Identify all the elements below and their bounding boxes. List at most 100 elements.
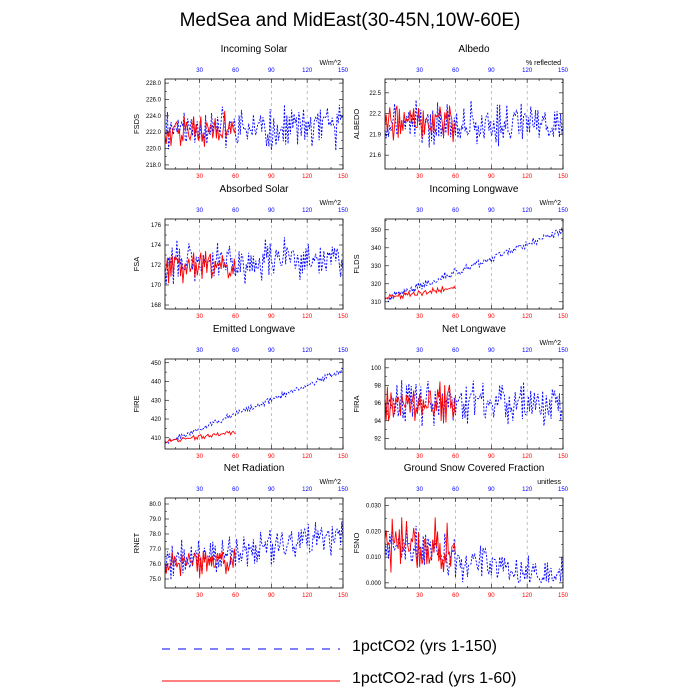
series-albedo-1pctco2: [384, 100, 564, 148]
xtick-label-top-fira-90: 90: [488, 348, 495, 354]
xtick-label-bottom-fsa-120: 120: [302, 314, 313, 320]
panel-fire: Emitted Longwave FIRE 30 30 60 60 90 90 120 120 15…: [132, 324, 349, 460]
panel-title-flds: Incoming Longwave: [430, 184, 519, 195]
xtick-label-top-fsds-90: 90: [268, 68, 275, 74]
series-albedo-1pctco2-rad: [384, 105, 456, 143]
xtick-label-bottom-fire-150: 150: [338, 454, 349, 460]
ytick-label-albedo-21.9: 21.9: [369, 132, 381, 138]
plot-frame-fsno: [384, 497, 564, 589]
ytick-label-fsno-0.01: 0.010: [366, 555, 382, 561]
ytick-label-fsa-168: 168: [151, 303, 162, 309]
ytick-label-fsds-226: 226.0: [146, 97, 162, 103]
series-fira-1pctco2-rad: [384, 381, 456, 424]
series-fsds-1pctco2: [164, 104, 344, 151]
xtick-label-top-flds-90: 90: [488, 208, 495, 214]
plot-frame-fire: [164, 358, 344, 450]
panel-ylabel-flds: FLDS: [352, 254, 361, 273]
ytick-label-fsno-0: 0.000: [366, 581, 382, 587]
xtick-label-bottom-fsa-60: 60: [232, 314, 239, 320]
panel-title-fsa: Absorbed Solar: [220, 184, 290, 195]
figure-title: MedSea and MidEast(30-45N,10W-60E): [179, 10, 521, 31]
xtick-label-bottom-albedo-120: 120: [522, 174, 533, 180]
panel-fsno: Ground Snow Covered Fraction unitless FSNO…: [352, 463, 569, 599]
xtick-label-top-fire-60: 60: [232, 348, 239, 354]
panel-title-rnet: Net Radiation: [224, 463, 285, 474]
ytick-label-flds-350: 350: [371, 228, 382, 234]
xtick-label-bottom-fira-30: 30: [416, 454, 423, 460]
xtick-label-top-fire-90: 90: [268, 348, 275, 354]
panel-title-fsno: Ground Snow Covered Fraction: [404, 463, 545, 474]
xtick-label-bottom-fire-120: 120: [302, 454, 313, 460]
panel-ylabel-fire: FIRE: [132, 395, 141, 412]
xtick-label-top-fire-120: 120: [302, 348, 313, 354]
ytick-label-rnet-80: 80.0: [149, 502, 161, 508]
xtick-label-bottom-fire-60: 60: [232, 454, 239, 460]
xtick-label-bottom-albedo-90: 90: [488, 174, 495, 180]
xtick-label-top-rnet-60: 60: [232, 487, 239, 493]
xtick-label-top-fsa-60: 60: [232, 208, 239, 214]
series-fsds-1pctco2-rad: [164, 110, 236, 147]
xtick-label-bottom-fsds-150: 150: [338, 174, 349, 180]
panel-title-albedo: Albedo: [458, 44, 490, 55]
xtick-label-bottom-fsa-90: 90: [268, 314, 275, 320]
ytick-label-albedo-21.6: 21.6: [369, 153, 381, 159]
series-fire-1pctco2: [164, 367, 344, 445]
xtick-label-top-fsds-60: 60: [232, 68, 239, 74]
panel-ylabel-fira: FIRA: [352, 395, 361, 412]
series-flds-1pctco2-rad: [384, 285, 456, 300]
xtick-label-bottom-rnet-120: 120: [302, 593, 313, 599]
ytick-label-flds-310: 310: [371, 300, 382, 306]
panel-ylabel-fsno: FSNO: [352, 532, 361, 553]
xtick-label-top-rnet-30: 30: [196, 487, 203, 493]
ytick-label-flds-340: 340: [371, 246, 382, 252]
plot-frame-fsa: [164, 218, 344, 310]
ytick-label-rnet-75: 75.0: [149, 577, 161, 583]
panel-fsds: Incoming Solar W/m^2 FSDS 30 30 60 60 90 90 120 12…: [132, 44, 349, 180]
ytick-label-fsno-0.03: 0.030: [366, 504, 382, 510]
xtick-label-bottom-albedo-30: 30: [416, 174, 423, 180]
xtick-label-bottom-fsno-150: 150: [558, 593, 569, 599]
xtick-label-top-albedo-120: 120: [522, 68, 533, 74]
ytick-label-rnet-76: 76.0: [149, 562, 161, 568]
ytick-label-fira-94: 94: [374, 419, 381, 425]
ytick-label-rnet-78: 78.0: [149, 532, 161, 538]
series-rnet-1pctco2: [164, 521, 344, 580]
ytick-label-fsno-0.02: 0.020: [366, 529, 382, 535]
ytick-label-fsds-220: 220.0: [146, 147, 162, 153]
plot-frame-rnet: [164, 497, 344, 589]
xtick-label-top-flds-60: 60: [452, 208, 459, 214]
panel-ylabel-albedo: ALBEDO: [352, 109, 361, 140]
xtick-label-top-fsds-30: 30: [196, 68, 203, 74]
xtick-label-top-fsno-90: 90: [488, 487, 495, 493]
xtick-label-bottom-flds-90: 90: [488, 314, 495, 320]
xtick-label-top-fsds-150: 150: [338, 68, 349, 74]
xtick-label-top-fira-120: 120: [522, 348, 533, 354]
panel-flds: Incoming Longwave W/m^2 FLDS 30 30 60 60 90 90 12…: [352, 184, 569, 320]
ytick-label-fsa-176: 176: [151, 223, 162, 229]
panel-fsa: Absorbed Solar W/m^2 FSA 30 30 60 60 90 90 120 120…: [132, 184, 349, 320]
xtick-label-bottom-flds-120: 120: [522, 314, 533, 320]
ytick-label-fsa-174: 174: [151, 243, 162, 249]
xtick-label-top-flds-30: 30: [416, 208, 423, 214]
xtick-label-top-rnet-120: 120: [302, 487, 313, 493]
xtick-label-bottom-fire-90: 90: [268, 454, 275, 460]
xtick-label-top-albedo-30: 30: [416, 68, 423, 74]
ytick-label-albedo-22.2: 22.2: [369, 112, 381, 118]
xtick-label-bottom-fira-120: 120: [522, 454, 533, 460]
xtick-label-bottom-flds-30: 30: [416, 314, 423, 320]
panel-units-rnet: W/m^2: [319, 479, 341, 486]
xtick-label-bottom-fsds-30: 30: [196, 174, 203, 180]
series-fsno-1pctco2: [384, 523, 564, 584]
panel-units-fsno: unitless: [537, 479, 561, 486]
xtick-label-top-albedo-150: 150: [558, 68, 569, 74]
ytick-label-fira-100: 100: [371, 366, 382, 372]
panel-fira: Net Longwave W/m^2 FIRA 30 30 60 60 90 90 120 120 1…: [352, 324, 569, 460]
xtick-label-bottom-fsds-120: 120: [302, 174, 313, 180]
xtick-label-top-rnet-90: 90: [268, 487, 275, 493]
xtick-label-top-albedo-60: 60: [452, 68, 459, 74]
xtick-label-top-fira-60: 60: [452, 348, 459, 354]
xtick-label-top-fsno-60: 60: [452, 487, 459, 493]
ytick-label-fire-430: 430: [151, 398, 162, 404]
